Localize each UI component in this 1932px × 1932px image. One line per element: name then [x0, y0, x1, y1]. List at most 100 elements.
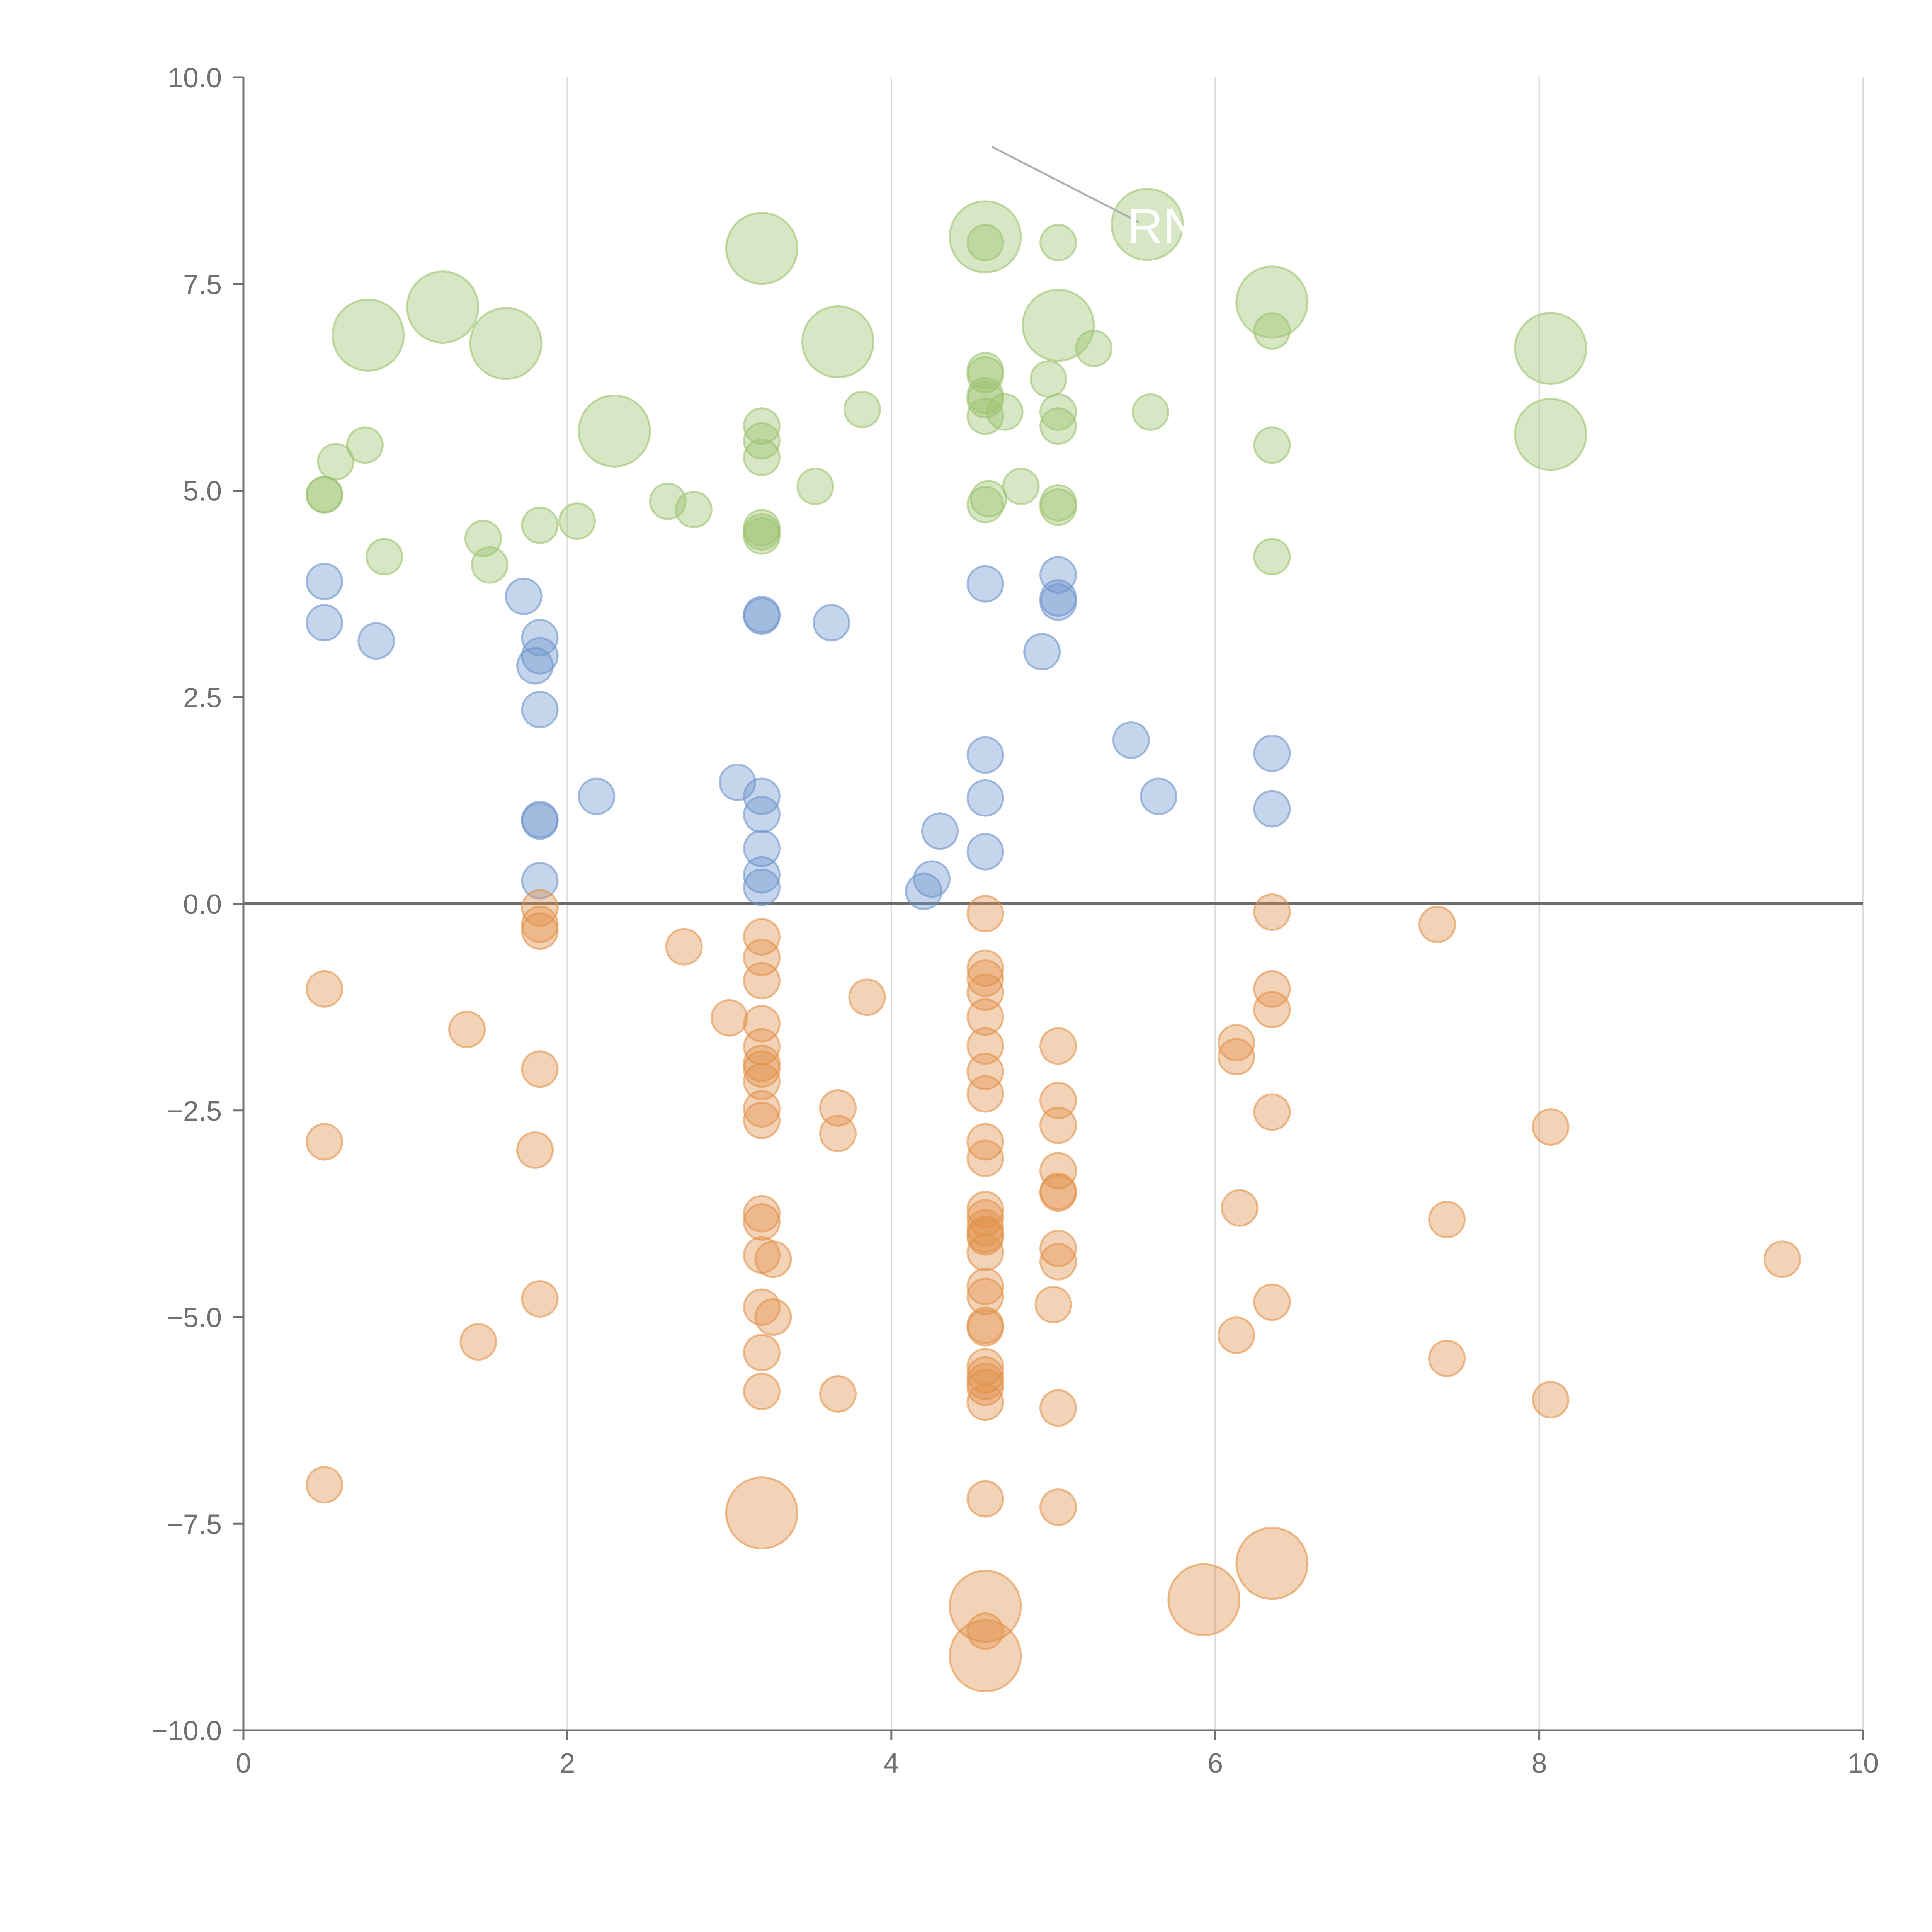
lower-point-58 — [966, 1368, 1004, 1406]
middle-point-23 — [921, 812, 959, 850]
lower-point-77 — [1253, 893, 1291, 931]
middle-point-14 — [743, 796, 781, 833]
lower-point-90 — [949, 1619, 1022, 1692]
x-tick-label-5: 10 — [1848, 1748, 1879, 1779]
middle-point-25 — [966, 736, 1004, 774]
middle-point-12 — [719, 764, 757, 801]
lower-point-40 — [966, 1027, 1004, 1065]
upper-point-50 — [1514, 312, 1587, 385]
upper-point-49 — [1235, 265, 1309, 339]
lower-point-22 — [743, 1101, 781, 1139]
lower-point-69 — [1039, 1243, 1077, 1281]
lower-point-35 — [966, 895, 1004, 933]
upper-point-16 — [743, 517, 781, 555]
lower-point-52 — [966, 1277, 1004, 1315]
lower-point-64 — [1039, 1106, 1077, 1144]
lower-point-79 — [1253, 991, 1291, 1029]
lower-point-28 — [754, 1298, 792, 1336]
lower-point-1 — [306, 1123, 344, 1161]
upper-point-11 — [743, 407, 781, 445]
lower-point-4 — [459, 1323, 497, 1361]
lower-point-84 — [1428, 1339, 1466, 1377]
upper-point-6 — [471, 546, 509, 584]
middle-point-15 — [743, 830, 781, 867]
upper-point-1 — [306, 476, 344, 514]
upper-point-39 — [1253, 538, 1291, 576]
lower-point-91 — [1167, 1563, 1241, 1636]
lower-point-49 — [966, 1218, 1004, 1256]
upper-point-26 — [969, 480, 1007, 518]
x-tick-label-2: 4 — [884, 1748, 899, 1779]
upper-point-42 — [469, 307, 543, 380]
lower-point-15 — [743, 962, 781, 1000]
upper-point-36 — [1132, 393, 1170, 431]
lower-point-43 — [966, 1123, 1004, 1161]
lower-point-78 — [1253, 970, 1291, 1008]
upper-point-7 — [521, 506, 559, 544]
lower-point-19 — [743, 1050, 781, 1088]
lower-point-68 — [1039, 1230, 1077, 1267]
annotation-label-0: RN — [1128, 199, 1199, 254]
lower-point-8 — [521, 1050, 559, 1088]
lower-point-71 — [1039, 1389, 1077, 1427]
middle-point-5 — [521, 637, 559, 675]
upper-point-48 — [1111, 188, 1184, 261]
lower-point-21 — [743, 1090, 781, 1128]
middle-point-1 — [306, 604, 344, 642]
upper-point-13 — [743, 439, 781, 476]
lower-point-88 — [725, 1476, 798, 1549]
lower-point-42 — [966, 1075, 1004, 1113]
upper-point-37 — [1253, 312, 1291, 350]
upper-point-31 — [1039, 393, 1077, 431]
y-tick-label-5: 2.5 — [183, 682, 222, 713]
upper-point-41 — [406, 270, 480, 344]
lower-point-16 — [743, 1005, 781, 1043]
upper-point-34 — [1039, 488, 1077, 526]
lower-point-74 — [1218, 1038, 1255, 1076]
lower-point-82 — [1418, 905, 1456, 943]
middle-point-31 — [1039, 583, 1077, 621]
lower-point-2 — [306, 1466, 344, 1504]
y-tick-label-4: 0.0 — [183, 889, 222, 920]
lower-point-23 — [743, 1195, 781, 1233]
lower-point-27 — [743, 1288, 781, 1326]
middle-point-27 — [966, 833, 1004, 871]
lower-point-59 — [966, 1383, 1004, 1421]
x-tick-label-4: 8 — [1532, 1748, 1547, 1779]
y-tick-label-6: 5.0 — [183, 476, 222, 507]
y-tick-label-3: −2.5 — [167, 1096, 222, 1127]
upper-point-8 — [558, 502, 596, 540]
lower-point-86 — [1532, 1381, 1570, 1418]
lower-point-37 — [966, 959, 1004, 997]
upper-point-32 — [1039, 407, 1077, 445]
upper-point-28 — [1002, 468, 1040, 505]
y-tick-label-0: −10.0 — [151, 1716, 222, 1747]
middle-point-22 — [913, 860, 951, 898]
upper-point-46 — [949, 200, 1022, 274]
middle-point-29 — [1039, 556, 1077, 594]
middle-point-6 — [516, 647, 554, 685]
middle-point-34 — [1253, 735, 1291, 772]
upper-point-19 — [966, 224, 1004, 262]
upper-point-30 — [1029, 360, 1067, 398]
lower-point-41 — [966, 1053, 1004, 1090]
lower-point-87 — [1763, 1240, 1801, 1278]
upper-point-51 — [1514, 398, 1587, 471]
lower-point-20 — [743, 1063, 781, 1100]
upper-point-12 — [743, 422, 781, 460]
lower-point-14 — [743, 939, 781, 976]
upper-point-3 — [346, 426, 384, 464]
middle-point-2 — [357, 622, 395, 660]
x-tick-label-1: 2 — [560, 1748, 575, 1779]
lower-point-75 — [1221, 1189, 1259, 1227]
upper-point-23 — [966, 381, 1004, 418]
lower-point-26 — [754, 1240, 792, 1278]
middle-point-24 — [966, 565, 1004, 603]
lower-point-5 — [521, 889, 559, 927]
upper-point-43 — [578, 394, 651, 468]
lower-point-12 — [711, 999, 748, 1037]
x-tick-label-3: 6 — [1208, 1748, 1223, 1779]
y-tick-label-2: −5.0 — [167, 1303, 222, 1333]
lower-point-11 — [665, 928, 703, 966]
